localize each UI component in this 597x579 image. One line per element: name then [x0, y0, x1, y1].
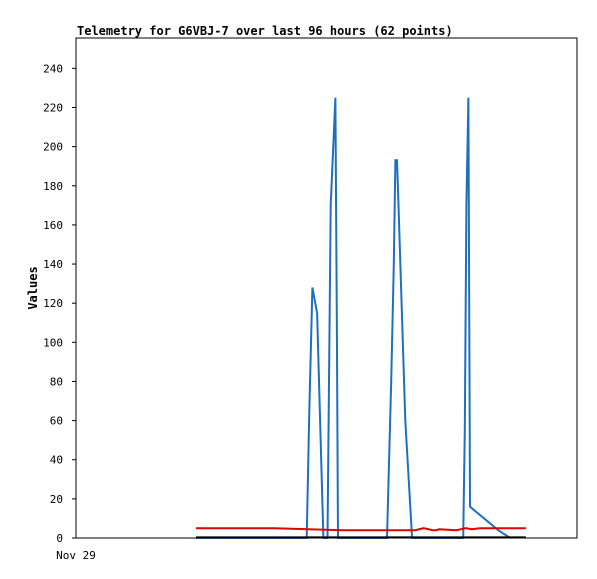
- y-tick-label: 0: [56, 532, 63, 545]
- chart-title: Telemetry for G6VBJ-7 over last 96 hours…: [77, 24, 453, 38]
- y-tick-label: 160: [43, 219, 63, 232]
- x-tick-label: Nov 29: [56, 549, 96, 562]
- series-line: [196, 527, 526, 532]
- series-line: [196, 97, 511, 539]
- plot-frame: [75, 37, 578, 539]
- y-axis: 0 20 40 60 80 100 120 140 160 180 200 220 240: [43, 62, 76, 545]
- y-tick-label: 80: [50, 375, 63, 388]
- y-tick-label: 40: [50, 454, 63, 467]
- y-tick-label: 200: [43, 141, 63, 154]
- series-layer: [196, 97, 526, 539]
- y-tick-label: 140: [43, 258, 63, 271]
- y-tick-label: 240: [43, 62, 63, 75]
- y-tick-label: 20: [50, 493, 63, 506]
- y-tick-label: 60: [50, 415, 63, 428]
- y-tick-label: 180: [43, 180, 63, 193]
- y-axis-label: Values: [26, 266, 40, 309]
- y-tick-label: 100: [43, 336, 63, 349]
- y-tick-label: 120: [43, 297, 63, 310]
- x-axis: Nov 29: [56, 549, 96, 562]
- y-tick-label: 220: [43, 102, 63, 115]
